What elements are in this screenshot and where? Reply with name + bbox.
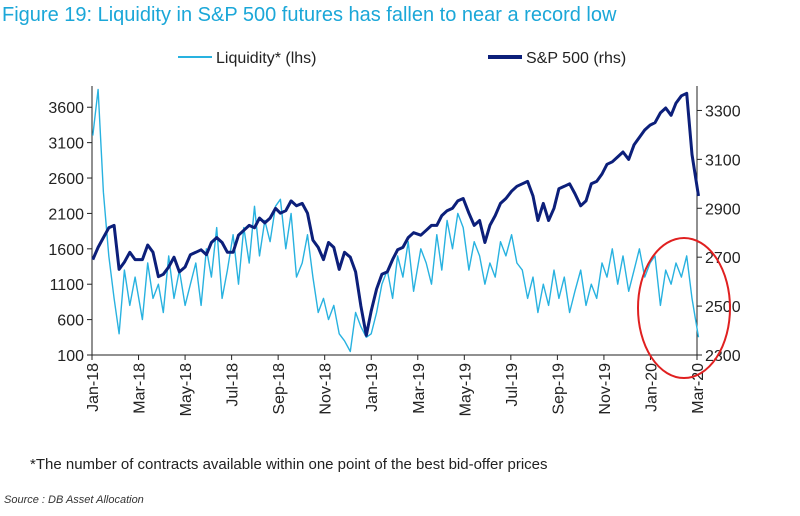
x-tick-label: Jan-20 [643, 363, 660, 412]
y-left-tick-label: 3100 [48, 136, 84, 153]
x-tick-label: Nov-18 [318, 363, 335, 415]
x-tick-label: Jul-18 [225, 363, 242, 407]
axes: 100 600 1100 1600 2100 2600 3100 3600 2300 2500 27… [48, 86, 741, 416]
y-right-tick-label: 3300 [705, 103, 741, 120]
x-tick-label: May-19 [457, 363, 474, 416]
x-tick-label: Jul-19 [504, 363, 521, 407]
y-left-tick-label: 2600 [48, 171, 84, 188]
footnote: *The number of contracts available withi… [30, 456, 548, 473]
legend-sp500-label: S&P 500 (rhs) [526, 50, 626, 67]
x-tick-label: Sep-18 [271, 363, 288, 415]
y-right-tick-label: 2900 [705, 201, 741, 218]
liquidity-series-line [92, 88, 700, 353]
y-right-tick-label: 2300 [705, 348, 741, 365]
source-note: Source : DB Asset Allocation [4, 494, 144, 506]
chart-title: Figure 19: Liquidity in S&P 500 futures … [2, 4, 617, 26]
x-tick-label: Jan-19 [364, 363, 381, 412]
x-tick-label: Sep-19 [550, 363, 567, 415]
y-left-tick-label: 2100 [48, 206, 84, 223]
x-tick-label: Mar-19 [411, 363, 428, 414]
legend: Liquidity* (lhs) S&P 500 (rhs) [178, 50, 626, 67]
y-left-tick-label: 1100 [50, 277, 85, 294]
y-left-tick-label: 100 [57, 348, 84, 365]
y-right-tick-label: 2500 [705, 299, 741, 316]
y-right-tick-label: 3100 [705, 152, 741, 169]
legend-liquidity-label: Liquidity* (lhs) [216, 50, 316, 67]
y-left-tick-label: 1600 [48, 242, 84, 259]
sp500-series-line [91, 91, 700, 337]
x-tick-label: Jan-18 [85, 363, 102, 412]
x-tick-label: May-18 [178, 363, 195, 416]
y-left-tick-label: 3600 [48, 100, 84, 117]
y-right-tick-label: 2700 [705, 250, 741, 267]
series-layer [91, 88, 700, 353]
x-tick-label: Nov-19 [597, 363, 614, 415]
x-tick-label: Mar-18 [132, 363, 149, 414]
y-left-tick-label: 600 [57, 313, 84, 330]
highlight-ellipse [637, 237, 731, 379]
